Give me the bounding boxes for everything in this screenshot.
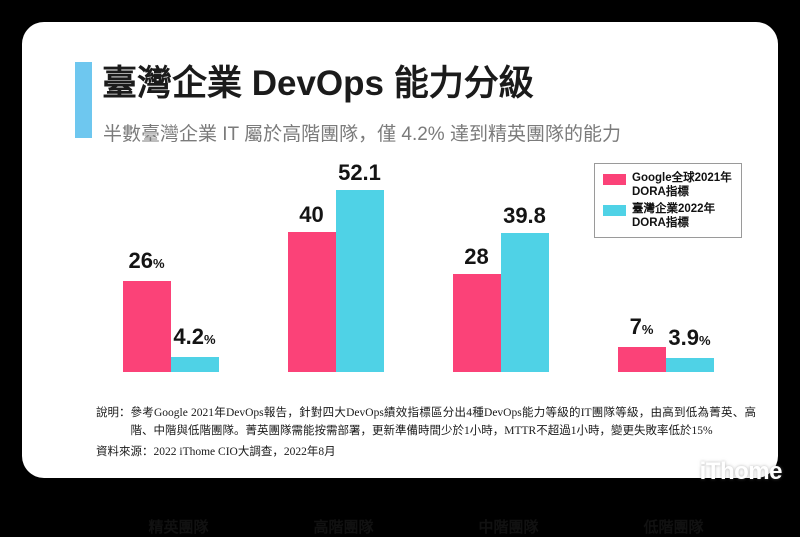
bar-低階團隊-series-2[interactable]: [665, 358, 714, 372]
note-source: 資料來源：2022 iThome CIO大調查，2022年8月: [96, 446, 336, 458]
category-label-精英團隊: 精英團隊: [148, 519, 209, 536]
bar-value-number: 28: [464, 244, 489, 269]
bar-value-label-高階團隊-series-2: 52.1: [324, 162, 396, 184]
chart-card: 臺灣企業 DevOps 能力分級 半數臺灣企業 IT 屬於高階團隊，僅 4.2%…: [22, 22, 778, 536]
note-description-body: 參考Google 2021年DevOps報告，針對四大DevOps績效指標區分出…: [130, 407, 757, 437]
bar-value-unit: %: [699, 333, 711, 348]
page-title: 臺灣企業 DevOps 能力分級: [102, 64, 534, 103]
bar-value-unit: %: [152, 256, 165, 271]
bar-group-3: 28 39.8: [426, 162, 591, 372]
bar-value-number: 40: [299, 202, 324, 227]
bar-value-number: 3.9: [668, 325, 700, 350]
bar-精英團隊-series-1[interactable]: [122, 281, 171, 372]
note-description: 說明： 參考Google 2021年DevOps報告，針對四大DevOps績效指…: [96, 404, 756, 440]
page-subtitle: 半數臺灣企業 IT 屬於高階團隊，僅 4.2% 達到精英團隊的能力: [103, 124, 621, 145]
bar-value-label-精英團隊-series-1: 26%: [111, 250, 183, 275]
bar-value-number: 39.8: [503, 203, 546, 228]
legend-item-series-2: 臺灣企業2022年 DORA指標: [603, 202, 733, 230]
category-label-低階團隊: 低階團隊: [643, 519, 704, 536]
note-description-label: 說明：: [96, 407, 131, 419]
bar-value-number: 4.2: [173, 324, 205, 349]
bar-value-unit: %: [204, 332, 216, 347]
bar-value-label-低階團隊-series-2: 3.9%: [654, 327, 726, 352]
bar-value-label-中階團隊-series-1: 28: [441, 246, 513, 268]
chart-legend: Google全球2021年 DORA指標 臺灣企業2022年 DORA指標: [594, 163, 742, 238]
bar-中階團隊-series-1[interactable]: [452, 274, 501, 372]
bar-value-label-低階團隊-series-1: 7%: [606, 316, 678, 341]
bar-value-number: 52.1: [338, 160, 381, 185]
footnotes: 說明： 參考Google 2021年DevOps報告，針對四大DevOps績效指…: [96, 404, 756, 461]
title-accent-bar: [75, 62, 92, 138]
legend-label-series-2: 臺灣企業2022年 DORA指標: [632, 202, 715, 230]
bar-value-number: 26: [128, 248, 153, 273]
bar-value-number: 7: [629, 314, 642, 339]
legend-label-series-1-line2: DORA指標: [632, 186, 689, 198]
legend-item-series-1: Google全球2021年 DORA指標: [603, 171, 733, 199]
bar-中階團隊-series-2[interactable]: [500, 233, 549, 372]
bar-value-unit: %: [641, 322, 654, 337]
bar-高階團隊-series-1[interactable]: [287, 232, 336, 372]
bar-group-2: 40 52.1: [261, 162, 426, 372]
bar-value-label-高階團隊-series-1: 40: [276, 204, 348, 226]
bar-value-label-中階團隊-series-2: 39.8: [489, 205, 561, 227]
legend-label-series-1: Google全球2021年 DORA指標: [632, 171, 732, 199]
category-label-高階團隊: 高階團隊: [313, 519, 374, 536]
ithome-watermark: iThome: [699, 458, 783, 485]
bar-group-4: 7% 3.9%: [591, 162, 756, 372]
bar-group-1: 26% 4.2%: [96, 162, 261, 372]
legend-swatch-icon-series-2: [603, 205, 626, 216]
legend-label-series-2-line2: DORA指標: [632, 217, 689, 229]
infographic-canvas: 臺灣企業 DevOps 能力分級 半數臺灣企業 IT 屬於高階團隊，僅 4.2%…: [22, 22, 783, 536]
bar-chart-plot: 26% 4.2% 精英團隊 40 52.1 高階團隊 28 39.8 中階團隊 7% 3.9% 低階團…: [96, 162, 756, 536]
legend-label-series-1-line1: Google全球2021年: [632, 172, 732, 184]
legend-label-series-2-line1: 臺灣企業2022年: [632, 203, 716, 215]
bar-精英團隊-series-2[interactable]: [170, 357, 219, 372]
category-label-中階團隊: 中階團隊: [478, 519, 539, 536]
bar-高階團隊-series-2[interactable]: [335, 190, 384, 372]
bar-value-label-精英團隊-series-2: 4.2%: [159, 326, 231, 351]
bar-低階團隊-series-1[interactable]: [617, 347, 666, 372]
legend-swatch-icon-series-1: [603, 174, 626, 185]
